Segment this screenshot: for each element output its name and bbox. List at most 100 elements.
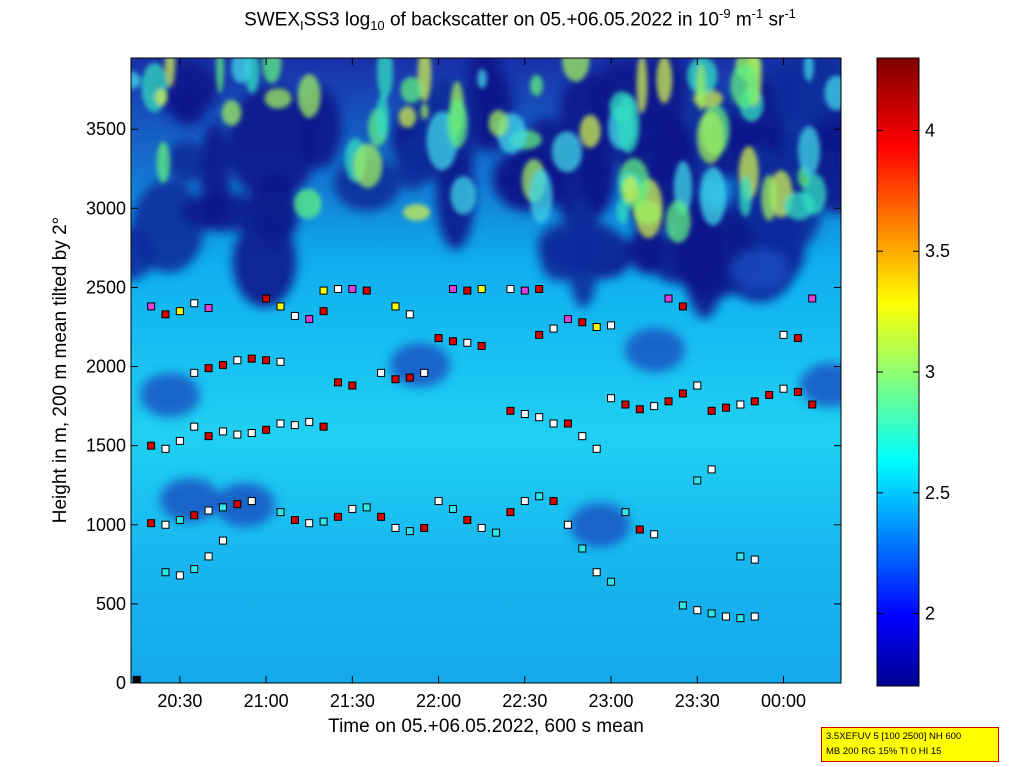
detection-marker	[161, 310, 170, 319]
low-patch	[539, 234, 582, 282]
high-patch	[297, 74, 321, 118]
high-patch	[154, 88, 168, 106]
detection-marker	[678, 601, 687, 610]
high-patch	[376, 94, 389, 139]
detection-marker	[635, 525, 644, 534]
title-prefix: SWEX	[244, 9, 301, 31]
detection-marker	[722, 612, 731, 621]
detection-marker	[405, 373, 414, 382]
high-patch	[450, 176, 476, 215]
detection-marker	[190, 299, 199, 308]
detection-marker	[592, 444, 601, 453]
detection-marker	[779, 330, 788, 339]
detection-marker	[765, 391, 774, 400]
detection-marker	[348, 504, 357, 513]
x-axis: 20:30 21:00 21:30 22:00 22:30 23:00 23:30 00:00	[157, 58, 806, 711]
detection-marker	[247, 354, 256, 363]
high-patch	[264, 88, 292, 109]
detection-marker	[290, 516, 299, 525]
detection-marker	[333, 378, 342, 387]
detection-marker	[808, 294, 817, 303]
high-patch	[294, 188, 322, 219]
high-patch	[622, 175, 638, 203]
detection-marker	[549, 419, 558, 428]
detection-marker	[549, 324, 558, 333]
detection-marker	[448, 504, 457, 513]
detection-marker	[506, 508, 515, 517]
high-patch	[616, 197, 630, 224]
detection-marker	[492, 528, 501, 537]
high-patch	[803, 58, 814, 82]
detection-marker	[262, 356, 271, 365]
detection-marker	[377, 368, 386, 377]
y-tick-label: 500	[96, 594, 126, 614]
high-patch	[761, 174, 778, 221]
detection-marker	[233, 356, 242, 365]
detection-marker	[535, 492, 544, 501]
detection-marker	[319, 422, 328, 431]
detection-marker	[204, 506, 213, 515]
y-axis: 0 500 1000 1500 2000 2500 3000 3500	[86, 119, 841, 693]
detection-marker	[707, 609, 716, 618]
high-patch	[156, 141, 170, 184]
detection-marker	[147, 441, 156, 450]
low-patch	[252, 173, 297, 246]
detection-marker	[218, 503, 227, 512]
detection-marker	[391, 523, 400, 532]
detection-marker	[333, 512, 342, 521]
detection-marker	[305, 315, 314, 324]
colorbar-tick-label: 4	[925, 120, 935, 140]
detection-marker	[161, 568, 170, 577]
detection-marker	[204, 304, 213, 312]
low-patch	[182, 192, 266, 232]
y-tick-label: 1500	[86, 436, 126, 456]
detection-marker	[190, 511, 199, 520]
detection-marker	[592, 568, 601, 577]
detection-marker	[391, 302, 400, 311]
high-patch	[609, 91, 635, 122]
high-patch	[562, 58, 590, 82]
detection-marker	[693, 606, 702, 615]
detection-marker	[750, 397, 759, 406]
detection-marker	[678, 389, 687, 398]
y-tick-label: 2500	[86, 277, 126, 297]
high-patch	[353, 143, 383, 188]
detection-marker	[736, 614, 745, 623]
high-patch	[398, 106, 417, 128]
detection-marker	[621, 508, 630, 517]
detection-marker	[204, 552, 213, 561]
detection-marker	[549, 497, 558, 506]
detection-marker	[793, 387, 802, 396]
mid-patch	[800, 363, 841, 407]
low-patch	[628, 226, 662, 274]
detection-marker	[362, 286, 371, 295]
title-sub1: I	[300, 18, 304, 34]
detection-marker	[463, 338, 472, 347]
detection-marker	[204, 364, 213, 373]
x-axis-label: Time on 05.+06.05.2022, 600 s mean	[328, 716, 644, 737]
title-unit2: sr	[763, 9, 785, 31]
y-tick-label: 3000	[86, 198, 126, 218]
detection-marker	[750, 612, 759, 621]
detection-marker	[707, 406, 716, 415]
detection-marker	[190, 422, 199, 431]
high-patch	[477, 68, 487, 89]
high-patch	[376, 58, 394, 99]
detection-marker	[175, 516, 184, 525]
detection-marker	[607, 577, 616, 586]
colorbar-tick-label: 2.5	[925, 483, 950, 503]
detection-marker	[535, 330, 544, 339]
title-sup2: -1	[751, 6, 764, 21]
y-tick-label: 3500	[86, 119, 126, 139]
x-tick-label: 22:30	[502, 691, 547, 711]
detection-marker	[204, 432, 213, 441]
high-patch	[131, 71, 141, 89]
high-patch	[221, 99, 242, 126]
low-patch	[395, 135, 430, 191]
detection-marker	[477, 341, 486, 350]
detection-marker	[348, 381, 357, 390]
mid-patch	[160, 478, 220, 522]
detection-marker	[621, 400, 630, 409]
detection-marker	[147, 519, 156, 528]
